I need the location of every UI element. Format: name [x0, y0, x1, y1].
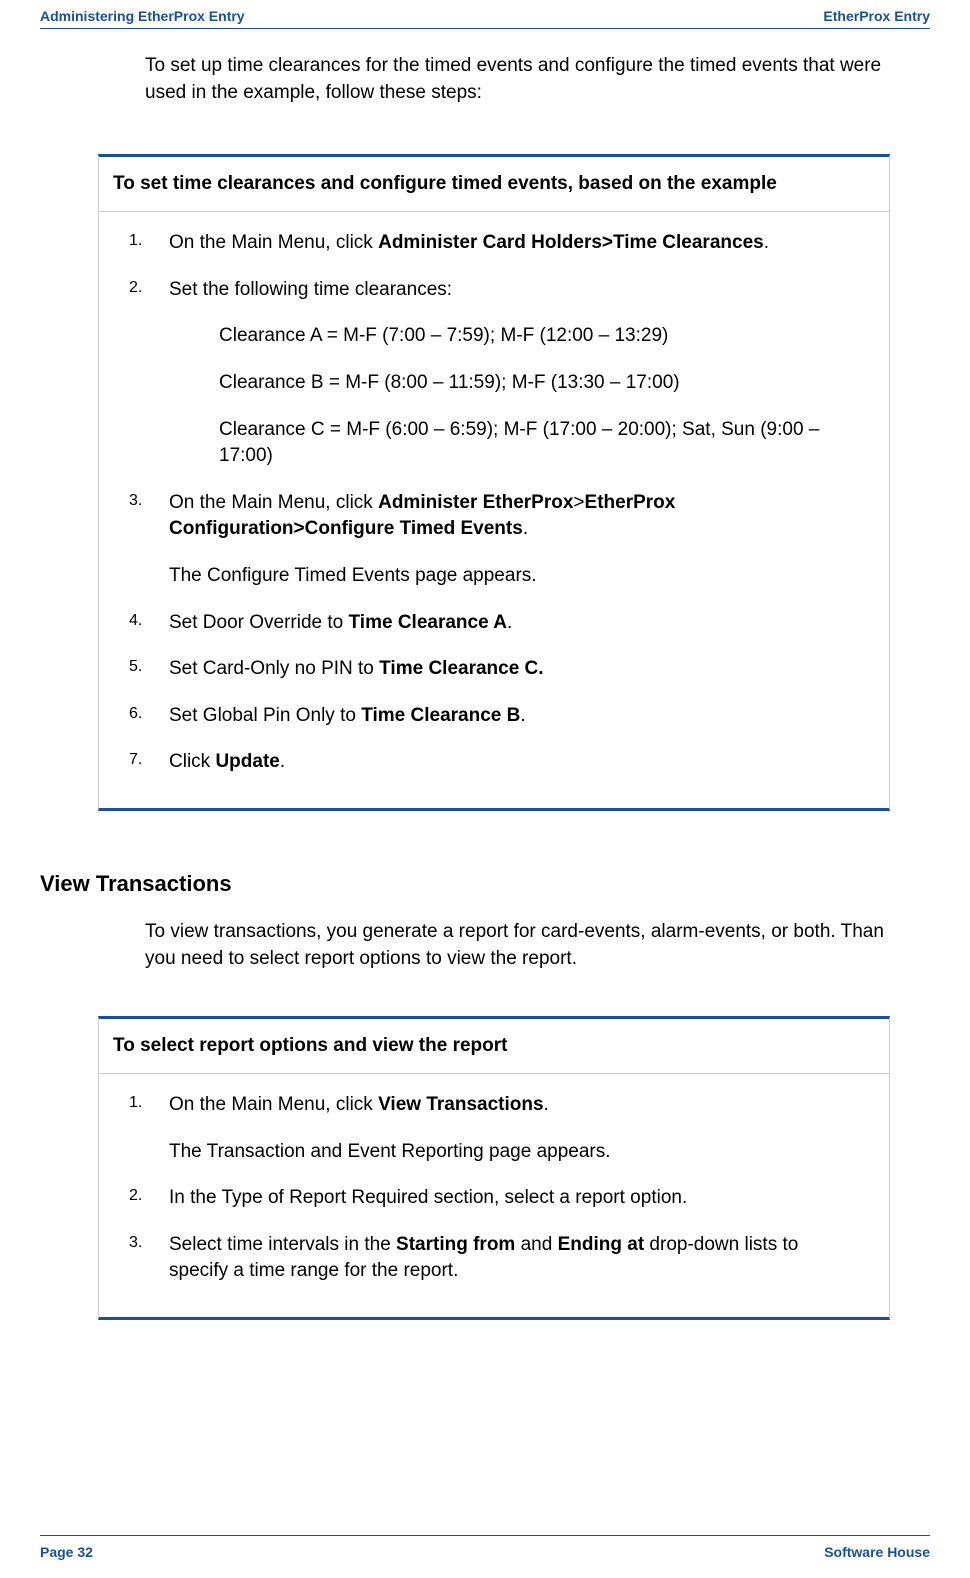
- step-number: 4.: [129, 610, 169, 637]
- text: Set Door Override to: [169, 612, 349, 633]
- box1-body: 1. On the Main Menu, click Administer Ca…: [99, 212, 889, 808]
- step-number: 7.: [129, 749, 169, 776]
- step-number: 6.: [129, 703, 169, 730]
- text: .: [764, 232, 769, 253]
- procedure-box-1: To set time clearances and configure tim…: [98, 154, 890, 811]
- bold-text: Administer EtherProx: [378, 492, 573, 513]
- footer-left: Page 32: [40, 1544, 93, 1560]
- box2-body: 1. On the Main Menu, click View Transact…: [99, 1074, 889, 1317]
- text: .: [523, 518, 528, 539]
- step-number: 5.: [129, 656, 169, 683]
- text: >: [573, 492, 584, 513]
- box2-title: To select report options and view the re…: [99, 1019, 889, 1074]
- text: and: [515, 1234, 557, 1255]
- step-number: 3.: [129, 490, 169, 590]
- section-heading: View Transactions: [40, 871, 930, 897]
- box2-step-2: 2. In the Type of Report Required sectio…: [129, 1185, 859, 1212]
- step-content: Select time intervals in the Starting fr…: [169, 1232, 859, 1285]
- step-content: On the Main Menu, click Administer Card …: [169, 230, 859, 257]
- clearance-b: Clearance B = M-F (8:00 – 11:59); M-F (1…: [219, 370, 859, 397]
- clearance-c: Clearance C = M-F (6:00 – 6:59); M-F (17…: [219, 417, 859, 470]
- box1-step-6: 6. Set Global Pin Only to Time Clearance…: [129, 703, 859, 730]
- footer-right: Software House: [824, 1544, 930, 1560]
- box1-step-5: 5. Set Card-Only no PIN to Time Clearanc…: [129, 656, 859, 683]
- step-number: 1.: [129, 230, 169, 257]
- bold-text: Time Clearance B: [361, 705, 520, 726]
- step-content: Set Door Override to Time Clearance A.: [169, 610, 859, 637]
- box1-title: To set time clearances and configure tim…: [99, 157, 889, 212]
- bold-text: Starting from: [396, 1234, 515, 1255]
- box1-step-2: 2. Set the following time clearances:: [129, 277, 859, 304]
- box2-step-1: 1. On the Main Menu, click View Transact…: [129, 1092, 859, 1165]
- text: On the Main Menu, click: [169, 492, 378, 513]
- section-intro: To view transactions, you generate a rep…: [145, 919, 890, 972]
- step-content: Set Global Pin Only to Time Clearance B.: [169, 703, 859, 730]
- page-footer: Page 32 Software House: [40, 1535, 930, 1560]
- step-number: 1.: [129, 1092, 169, 1165]
- text: The Transaction and Event Reporting page…: [169, 1141, 611, 1162]
- bold-text: View Transactions: [378, 1094, 543, 1115]
- procedure-box-2: To select report options and view the re…: [98, 1016, 890, 1320]
- text: Click: [169, 751, 215, 772]
- step-content: Click Update.: [169, 749, 859, 776]
- box2-step-3: 3. Select time intervals in the Starting…: [129, 1232, 859, 1285]
- bold-text: Ending at: [558, 1234, 645, 1255]
- box1-step-7: 7. Click Update.: [129, 749, 859, 776]
- text: Set Global Pin Only to: [169, 705, 361, 726]
- box1-step-3: 3. On the Main Menu, click Administer Et…: [129, 490, 859, 590]
- bold-text: Time Clearance C.: [379, 658, 543, 679]
- step-content: On the Main Menu, click Administer Ether…: [169, 490, 859, 590]
- step-number: 2.: [129, 277, 169, 304]
- page-header: Administering EtherProx Entry EtherProx …: [40, 0, 930, 29]
- bold-text: Administer Card Holders>Time Clearances: [378, 232, 764, 253]
- text: On the Main Menu, click: [169, 232, 378, 253]
- text: The Configure Timed Events page appears.: [169, 565, 537, 586]
- clearance-a: Clearance A = M-F (7:00 – 7:59); M-F (12…: [219, 323, 859, 350]
- step-content: Set the following time clearances:: [169, 277, 859, 304]
- bold-text: Update: [215, 751, 279, 772]
- text: Set Card-Only no PIN to: [169, 658, 379, 679]
- box1-step-1: 1. On the Main Menu, click Administer Ca…: [129, 230, 859, 257]
- text: .: [544, 1094, 549, 1115]
- header-right: EtherProx Entry: [823, 8, 930, 24]
- step-content: In the Type of Report Required section, …: [169, 1185, 859, 1212]
- step-content: On the Main Menu, click View Transaction…: [169, 1092, 859, 1165]
- box1-step-4: 4. Set Door Override to Time Clearance A…: [129, 610, 859, 637]
- bold-text: Time Clearance A: [349, 612, 507, 633]
- step-number: 2.: [129, 1185, 169, 1212]
- text: Select time intervals in the: [169, 1234, 396, 1255]
- intro-paragraph: To set up time clearances for the timed …: [145, 53, 890, 106]
- step-content: Set Card-Only no PIN to Time Clearance C…: [169, 656, 859, 683]
- step-number: 3.: [129, 1232, 169, 1285]
- text: .: [520, 705, 525, 726]
- text: On the Main Menu, click: [169, 1094, 378, 1115]
- text: .: [507, 612, 512, 633]
- header-left: Administering EtherProx Entry: [40, 8, 245, 24]
- text: .: [280, 751, 285, 772]
